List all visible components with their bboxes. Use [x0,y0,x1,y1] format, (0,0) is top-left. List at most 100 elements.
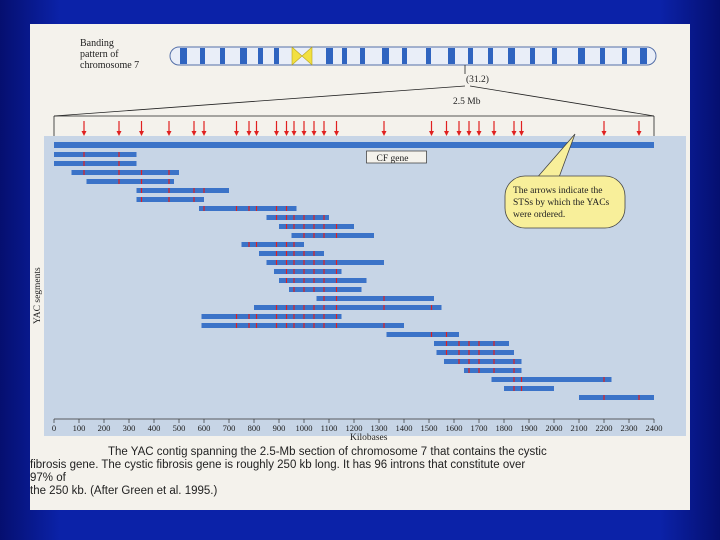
sts-hit [323,314,325,319]
sts-hit [168,188,170,193]
sts-hit [478,359,480,364]
yac-segment [199,206,297,211]
yac-segment [491,377,612,382]
caption-line: the 250 kb. (After Green et al. 1995.) [30,485,218,497]
x-tick-label: 1100 [321,423,338,433]
band-label: (31.2) [466,74,489,85]
sts-hit [313,260,315,265]
sts-hit [235,323,238,328]
sts-hit [323,269,325,274]
chromosome-band [426,48,431,64]
sts-hit [303,269,305,274]
sts-hit [513,377,515,382]
sts-hit [293,287,295,292]
sts-hit [293,224,295,229]
callout-bubble [504,175,626,229]
region-label: 2.5 Mb [453,97,481,107]
chromosome-band [220,48,225,64]
x-tick-label: 1600 [446,423,463,433]
caption-line: fibrosis gene. The cystic fibrosis gene … [30,459,526,484]
sts-hit [275,251,278,256]
sts-hit [285,224,288,229]
x-tick-label: 200 [98,423,111,433]
chromosome-label: Banding pattern of chromosome 7 [80,38,150,71]
sts-hit [303,215,305,220]
sts-hit [468,359,470,364]
sts-hit [468,368,470,373]
sts-hit [140,188,143,193]
sts-hit [313,224,315,229]
sts-hit [83,152,85,157]
contig-bar [54,142,654,148]
sts-hit [83,170,85,175]
chromosome-band [622,48,627,64]
yac-segment [254,305,442,310]
x-tick-label: 1400 [396,423,413,433]
sts-hit [303,260,305,265]
sts-hit [478,350,480,355]
sts-hit [293,242,295,247]
x-tick-label: 1500 [421,423,438,433]
sts-hit [303,314,305,319]
x-tick-label: 2400 [646,423,663,433]
sts-arrow [291,121,297,136]
sts-hit [335,323,338,328]
chromosome-band [448,48,455,64]
chromosome-band [578,48,585,64]
sts-hit [118,170,120,175]
chromosome-label-line: chromosome 7 [80,60,140,71]
sts-hit [493,341,495,346]
x-tick-label: 500 [173,423,186,433]
sts-arrow [201,121,207,136]
sts-hit [468,341,470,346]
sts-hit [140,197,143,202]
region-bracket-right [469,85,655,117]
sts-hit [235,314,238,319]
x-tick-label: 1200 [346,423,363,433]
sts-hit [313,287,315,292]
sts-hit [118,161,120,166]
region-bracket-left [53,85,466,117]
sts-arrow [601,121,607,136]
sts-hit [603,377,605,382]
yac-segment [259,251,324,256]
yac-segment [386,332,459,337]
sts-hit [293,278,295,283]
sts-hit [383,305,385,310]
sts-hit [118,179,120,184]
sts-hit [323,215,325,220]
sts-hit [275,260,278,265]
sts-hit [168,197,170,202]
sts-callout: The arrows indicate the STSs by which th… [504,133,626,229]
callout-line: STSs by which the YACs [513,198,610,208]
sts-arrow [334,121,339,136]
yac-segment [274,269,342,274]
chromosome-band [530,48,535,64]
sts-hit [275,215,278,220]
chromosome-label-line: Banding [80,38,114,49]
sts-hit [293,314,295,319]
sts-hit [248,206,250,211]
sts-hit [313,314,315,319]
x-tick-label: 600 [198,423,211,433]
sts-hit [313,278,315,283]
sts-hit [335,278,338,283]
yac-segment [201,323,404,328]
sts-hit [478,341,480,346]
sts-arrow [444,121,449,136]
chromosome-band [402,48,407,64]
sts-hit [335,314,338,319]
sts-hit [285,242,288,247]
x-tick-label: 2000 [546,423,563,433]
sts-hit [285,323,288,328]
yac-segment [201,314,342,319]
yac-segment [316,296,434,301]
sts-hit [323,260,325,265]
sts-hit [445,350,448,355]
sts-hit [323,287,325,292]
sts-hit [335,233,338,238]
sts-hit [83,161,85,166]
sts-hit [513,368,515,373]
yac-segment [266,260,384,265]
sts-hit [303,233,305,238]
